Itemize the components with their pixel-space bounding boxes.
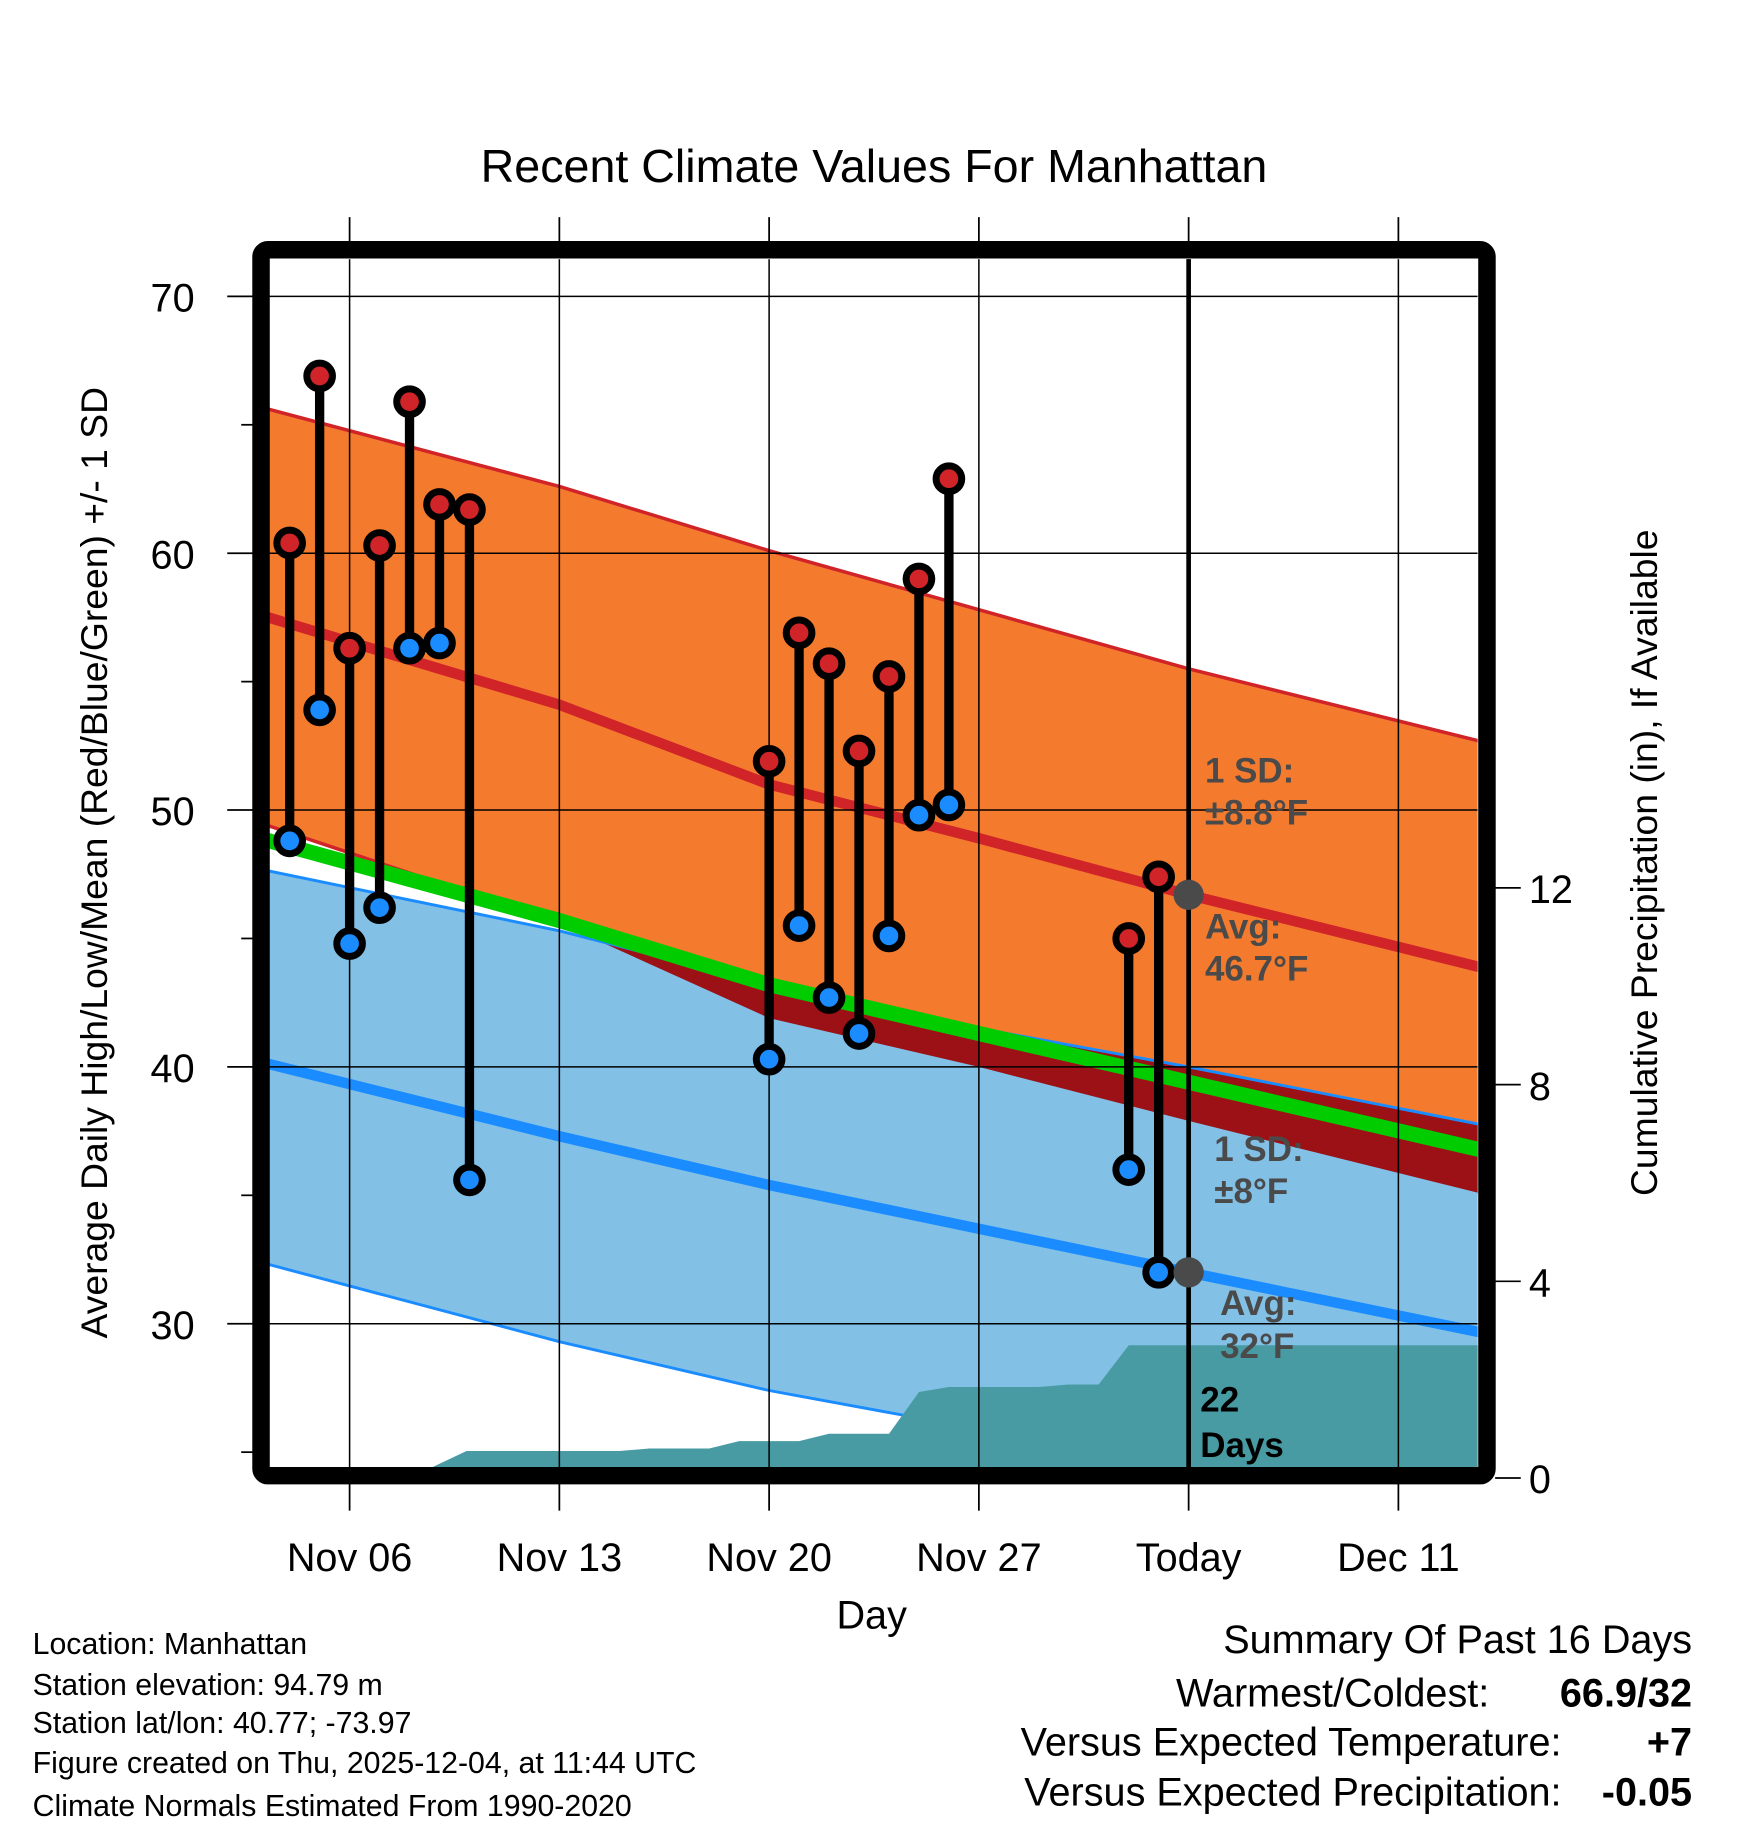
summary-title: Summary Of Past 16 Days <box>1223 1618 1692 1662</box>
temp-versus-label: Versus Expected Temperature: <box>1021 1720 1562 1764</box>
y-tick-label: 60 <box>151 533 195 577</box>
y-tick-label: 30 <box>151 1304 195 1348</box>
low-point <box>902 798 936 832</box>
low-point <box>363 891 396 924</box>
chart-title: Recent Climate Values For Manhattan <box>481 140 1268 192</box>
x-tick-label: Nov 27 <box>916 1536 1042 1580</box>
low-point <box>812 981 846 1014</box>
days-label: Days <box>1200 1426 1284 1465</box>
high-point <box>872 660 906 693</box>
precip-area <box>431 1345 1478 1468</box>
y-tick-label: 70 <box>151 277 195 321</box>
high-point <box>453 493 486 526</box>
precip-versus-label: Versus Expected Precipitation: <box>1024 1770 1561 1814</box>
high-point <box>842 734 876 768</box>
low-point <box>872 919 906 953</box>
high-point <box>363 529 396 562</box>
low-point <box>423 626 456 660</box>
x-tick-label: Today <box>1136 1536 1242 1580</box>
high-sd-value: ±8.8°F <box>1205 793 1308 832</box>
summary: Summary Of Past 16 Days Warmest/Coldest:… <box>1021 1618 1692 1815</box>
warmest-coldest-value: 66.9/32 <box>1560 1671 1692 1715</box>
low-point <box>453 1163 486 1197</box>
x-tick-label: Nov 20 <box>706 1536 832 1580</box>
footer-location: Location: Manhattan <box>33 1628 307 1661</box>
high-point <box>902 562 936 596</box>
high-sd-label: 1 SD: <box>1205 751 1294 790</box>
low-sd-lower-line <box>269 1263 1151 1468</box>
high-point <box>333 631 366 665</box>
low-point <box>1142 1256 1175 1289</box>
low-point <box>303 693 336 727</box>
low-point <box>782 909 816 942</box>
x-tick-label: Dec 11 <box>1337 1536 1460 1580</box>
high-point <box>932 462 966 496</box>
x-tick-label: Nov 06 <box>287 1536 413 1580</box>
footer-elevation: Station elevation: 94.79 m <box>33 1669 383 1702</box>
footer-created: Figure created on Thu, 2025-12-04, at 11… <box>33 1747 697 1780</box>
days-count: 22 <box>1200 1381 1239 1420</box>
high-point <box>1142 860 1175 894</box>
precip-versus-value: -0.05 <box>1602 1770 1692 1814</box>
low-point <box>1112 1153 1146 1186</box>
high-point <box>423 488 456 521</box>
grid-extensions <box>348 217 1400 1511</box>
high-sd-band <box>269 409 1478 1193</box>
low-point <box>393 631 426 665</box>
high-avg-value: 46.7°F <box>1205 949 1308 988</box>
footer-normals: Climate Normals Estimated From 1990-2020 <box>33 1790 632 1823</box>
y2-tick-label: 12 <box>1529 868 1573 912</box>
footer-latlon: Station lat/lon: 40.77; -73.97 <box>33 1707 412 1740</box>
low-sd-band <box>269 871 1478 1468</box>
high-avg-label: Avg: <box>1205 907 1281 946</box>
footer: Location: Manhattan Station elevation: 9… <box>33 1628 697 1823</box>
low-point <box>273 824 306 858</box>
high-point <box>393 385 426 418</box>
high-point <box>782 616 816 650</box>
low-avg-line <box>269 1058 1478 1338</box>
x-tick-label: Nov 13 <box>497 1536 623 1580</box>
y2-axis: 0 4 8 12 <box>1495 868 1573 1502</box>
low-avg-label: Avg: <box>1220 1284 1296 1323</box>
y-tick-label: 40 <box>151 1047 195 1091</box>
temp-versus-value: +7 <box>1647 1720 1692 1764</box>
y-axis-label: Average Daily High/Low/Mean (Red/Blue/Gr… <box>73 387 115 1338</box>
high-avg-line <box>269 612 1478 973</box>
low-sd-label: 1 SD: <box>1214 1130 1303 1169</box>
y2-tick-label: 4 <box>1529 1261 1551 1305</box>
mean-avg-line <box>269 832 1478 1157</box>
x-axis: Nov 06 Nov 13 Nov 20 Nov 27 Today Dec 11 <box>287 1536 1460 1580</box>
plot-frame <box>252 241 1496 1485</box>
low-point <box>932 788 966 822</box>
plot-area <box>269 259 1478 1468</box>
x-axis-label: Day <box>836 1593 907 1637</box>
warmest-coldest-label: Warmest/Coldest: <box>1176 1671 1489 1715</box>
y2-axis-label: Cumulative Precipitation (in), If Availa… <box>1623 529 1665 1196</box>
y-axis: 30 40 50 60 70 <box>151 277 253 1454</box>
y-tick-label: 50 <box>151 790 195 834</box>
today-low-avg-marker <box>1173 1257 1204 1288</box>
high-point <box>303 359 336 393</box>
low-point <box>752 1042 786 1076</box>
y2-tick-label: 0 <box>1529 1458 1551 1502</box>
high-point <box>1112 922 1146 955</box>
high-sd-upper-line <box>269 407 1478 743</box>
low-sd-value: ±8°F <box>1214 1172 1288 1211</box>
high-point <box>812 647 846 680</box>
high-point <box>273 526 306 560</box>
annotations: 1 SD: ±8.8°F Avg: 46.7°F 1 SD: ±8°F Avg:… <box>1200 751 1308 1465</box>
y2-tick-label: 8 <box>1529 1065 1551 1109</box>
observations <box>273 359 1175 1289</box>
today-high-avg-marker <box>1173 879 1204 910</box>
high-point <box>752 744 786 778</box>
low-point <box>842 1017 876 1050</box>
low-avg-value: 32°F <box>1220 1327 1294 1366</box>
low-point <box>333 927 366 960</box>
